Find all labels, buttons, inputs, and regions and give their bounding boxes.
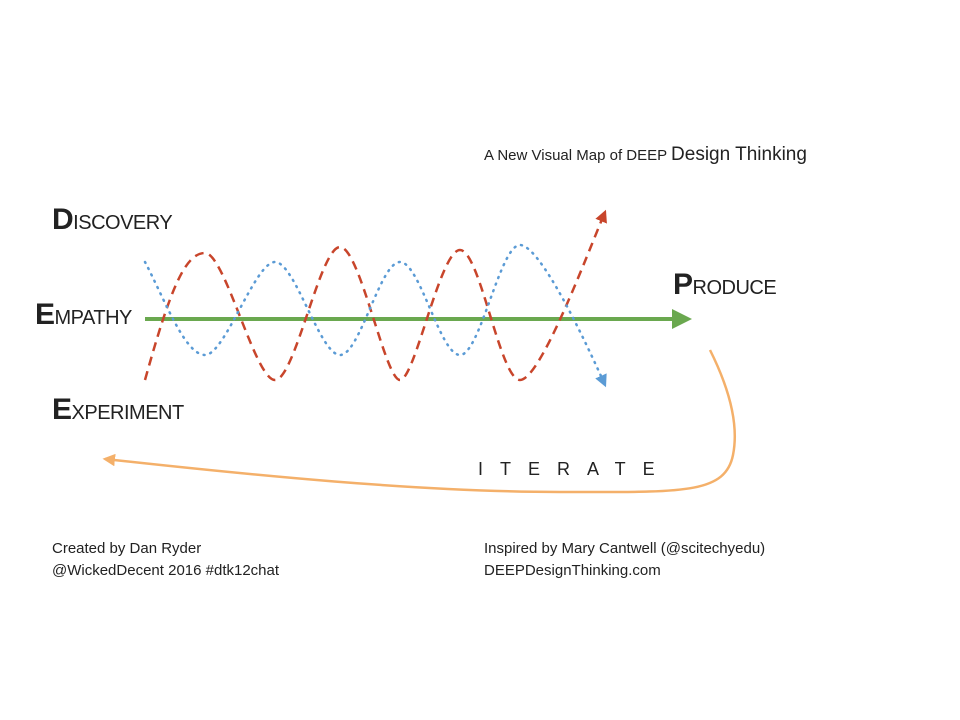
- credit-line: Inspired by Mary Cantwell (@scitechyedu): [484, 540, 766, 557]
- iterate-label: ITERATE: [478, 459, 672, 479]
- experiment-wave: [143, 243, 607, 388]
- credit-line: DEEPDesignThinking.com: [484, 562, 661, 579]
- title-lead: A New Visual Map of DEEP: [484, 147, 667, 164]
- discovery-label: DISCOVERY: [52, 203, 173, 236]
- credits-right: Inspired by Mary Cantwell (@scitechyedu)…: [484, 538, 765, 582]
- title: A New Visual Map of DEEP Design Thinking: [484, 144, 807, 166]
- iterate-arrow: [102, 349, 737, 494]
- credit-line: Created by Dan Ryder: [52, 540, 202, 557]
- experiment-label: EXPERIMENT: [52, 393, 184, 426]
- discovery-wave: [143, 209, 607, 382]
- produce-label: PRODUCE: [673, 268, 777, 301]
- empathy-label: EMPATHY: [35, 298, 132, 331]
- credit-line: @WickedDecent 2016 #dtk12chat: [52, 562, 280, 579]
- title-emphasis: Design Thinking: [671, 144, 807, 165]
- credits-left: Created by Dan Ryder @WickedDecent 2016 …: [52, 538, 279, 582]
